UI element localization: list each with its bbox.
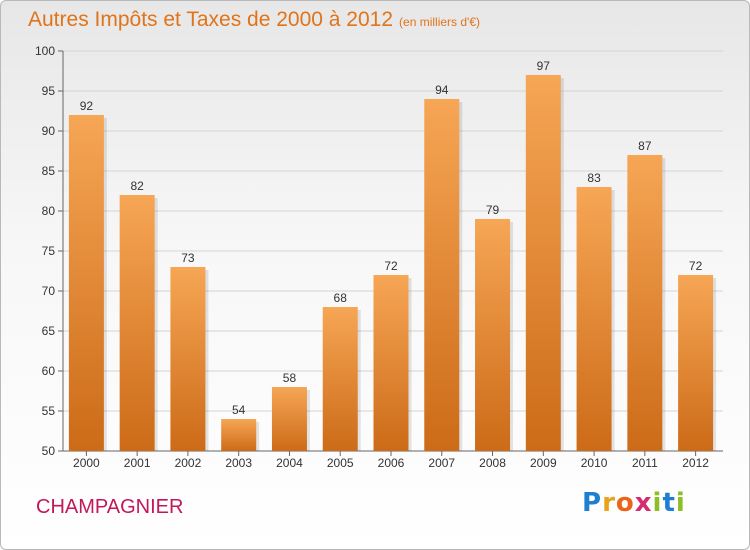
y-tick-label: 95 <box>42 84 56 98</box>
chart-title-text: Autres Impôts et Taxes de 2000 à 2012 <box>28 8 394 31</box>
y-tick-label: 100 <box>35 44 55 58</box>
bar <box>221 419 257 451</box>
x-tick-label: 2003 <box>225 456 252 470</box>
chart-unit-note: (en milliers d'€) <box>399 15 481 29</box>
bar <box>627 155 663 451</box>
bar-value-label: 87 <box>638 139 652 153</box>
bar <box>271 387 307 451</box>
x-tick-label: 2012 <box>682 456 709 470</box>
y-tick-label: 70 <box>42 284 56 298</box>
logo-letter: P <box>582 488 603 518</box>
bar <box>576 187 612 451</box>
bar <box>322 307 358 451</box>
y-tick-label: 90 <box>42 124 56 138</box>
bar <box>525 75 561 451</box>
y-tick-label: 55 <box>42 404 56 418</box>
x-tick-label: 2000 <box>73 456 100 470</box>
logo-letter: i <box>652 488 663 518</box>
bar-value-label: 97 <box>537 59 551 73</box>
chart-title: Autres Impôts et Taxes de 2000 à 2012 (en… <box>28 8 480 32</box>
proxiti-logo: Proxiti <box>582 488 686 518</box>
bar <box>170 267 206 451</box>
bar <box>475 219 511 451</box>
x-tick-label: 2008 <box>479 456 506 470</box>
x-tick-label: 2007 <box>428 456 455 470</box>
y-tick-label: 80 <box>42 204 56 218</box>
x-tick-label: 2009 <box>530 456 557 470</box>
bar-value-label: 94 <box>435 83 449 97</box>
y-tick-label: 75 <box>42 244 56 258</box>
x-tick-label: 2001 <box>124 456 151 470</box>
bar <box>119 195 155 451</box>
logo-letter: x <box>634 488 653 518</box>
bar-value-label: 79 <box>486 203 500 217</box>
x-tick-label: 2005 <box>327 456 354 470</box>
bar-value-label: 92 <box>80 99 94 113</box>
bar-value-label: 54 <box>232 403 246 417</box>
bar-value-label: 72 <box>689 259 703 273</box>
bar <box>373 275 409 451</box>
y-tick-label: 50 <box>42 444 56 458</box>
bar-value-label: 73 <box>181 251 195 265</box>
bar <box>678 275 714 451</box>
x-tick-label: 2002 <box>175 456 202 470</box>
bar-value-label: 83 <box>587 171 601 185</box>
y-tick-label: 60 <box>42 364 56 378</box>
logo-letter: o <box>615 488 635 518</box>
logo-letter: i <box>675 488 686 518</box>
bar-value-label: 68 <box>334 291 348 305</box>
y-tick-label: 85 <box>42 164 56 178</box>
commune-name: CHAMPAGNIER <box>36 496 184 518</box>
y-tick-label: 65 <box>42 324 56 338</box>
x-tick-label: 2011 <box>632 456 658 470</box>
x-tick-label: 2004 <box>276 456 303 470</box>
logo-letter: t <box>662 488 676 518</box>
x-tick-label: 2006 <box>378 456 405 470</box>
bar <box>68 115 104 451</box>
bar-value-label: 58 <box>283 371 297 385</box>
x-tick-label: 2010 <box>581 456 608 470</box>
bar-value-label: 82 <box>130 179 144 193</box>
logo-letter: r <box>602 488 616 518</box>
bar-value-label: 72 <box>384 259 398 273</box>
bar <box>424 99 460 451</box>
